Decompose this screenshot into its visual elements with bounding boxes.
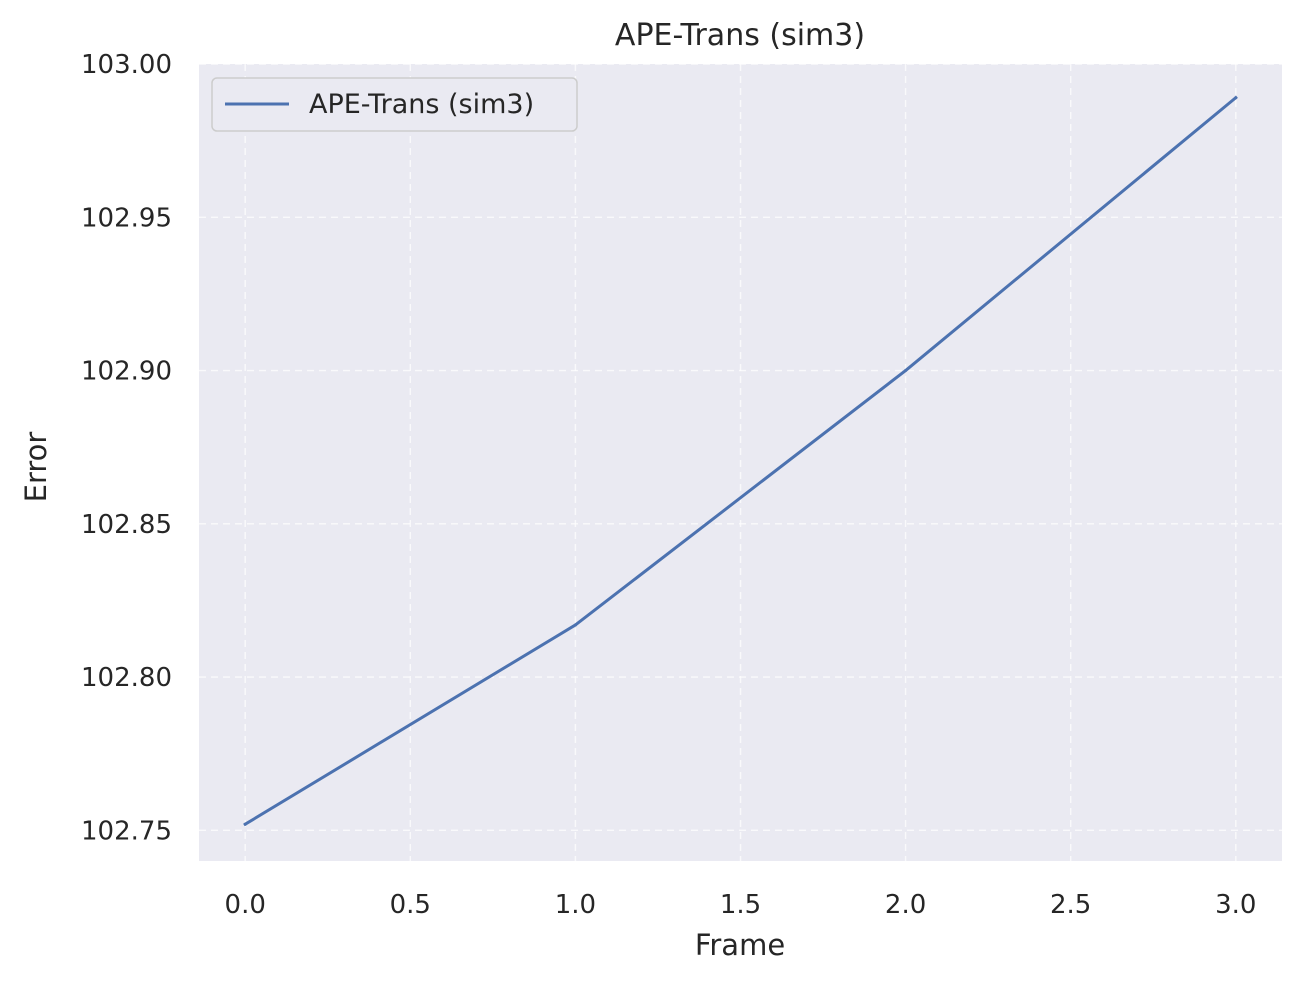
y-tick-label: 102.75 <box>81 816 172 846</box>
grid-lines <box>199 63 1282 861</box>
series-point <box>904 369 908 373</box>
series-layer <box>243 95 1238 827</box>
x-tick-label: 0.0 <box>225 890 266 920</box>
legend: APE-Trans (sim3) <box>211 77 578 132</box>
y-tick-label: 103.00 <box>81 50 172 80</box>
series-point <box>1234 96 1238 100</box>
chart-title: APE-Trans (sim3) <box>615 18 865 53</box>
series-point <box>573 623 577 627</box>
series-line <box>243 95 1238 827</box>
legend-label: APE-Trans (sim3) <box>309 89 534 120</box>
x-axis-ticks: 0.0 0.5 1.0 1.5 2.0 2.5 3.0 <box>225 890 1257 920</box>
y-axis-label: Error <box>19 432 53 503</box>
y-tick-label: 102.85 <box>81 510 172 540</box>
x-tick-label: 2.0 <box>885 890 926 920</box>
y-tick-label: 102.90 <box>81 357 172 387</box>
legend-box <box>211 77 578 132</box>
y-tick-label: 102.95 <box>81 203 172 233</box>
series-point <box>243 822 247 826</box>
x-tick-label: 0.5 <box>390 890 431 920</box>
y-axis-ticks: 102.75 102.80 102.85 102.90 102.95 103.00 <box>81 50 172 846</box>
y-tick-label: 102.80 <box>81 663 172 693</box>
x-tick-label: 3.0 <box>1215 890 1256 920</box>
x-tick-label: 2.5 <box>1050 890 1091 920</box>
x-tick-label: 1.0 <box>555 890 596 920</box>
x-tick-label: 1.5 <box>720 890 761 920</box>
x-axis-label: Frame <box>695 928 785 962</box>
